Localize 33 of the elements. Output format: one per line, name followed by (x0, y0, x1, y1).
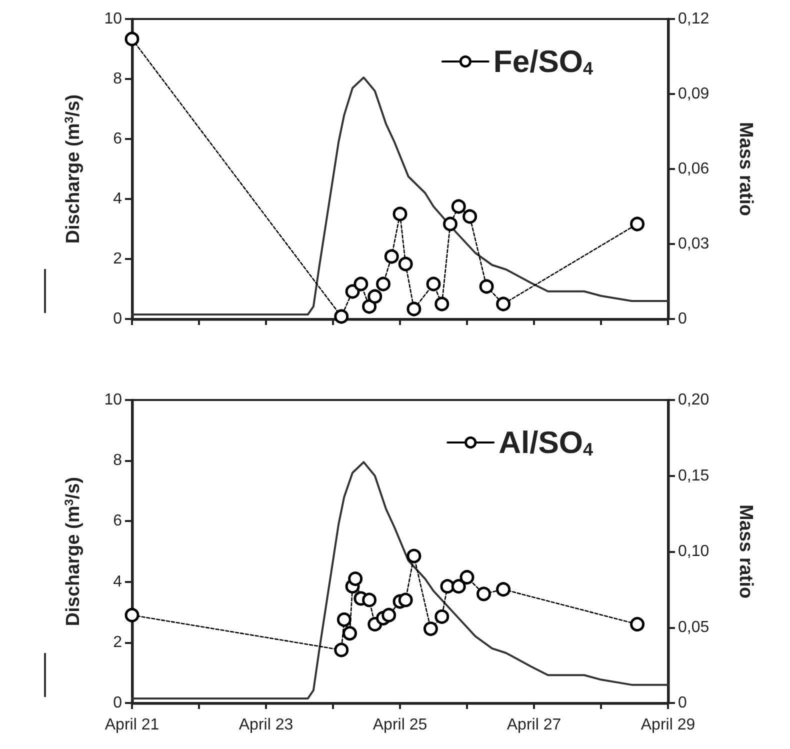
y2-tick-label: 0,05 (678, 618, 710, 636)
y-axis-title: Discharge (m3/s) (62, 94, 84, 244)
y2-tick-label: 0 (678, 310, 687, 328)
y-tick-label: 6 (113, 130, 122, 148)
y2-tick-label: 0,09 (678, 86, 710, 102)
y-tick-label: 8 (113, 452, 122, 470)
y2-tick-label: 0,15 (678, 467, 710, 484)
legend-label: Al/SO4 (498, 425, 594, 460)
y-tick-label: 4 (113, 190, 122, 208)
x-tick-label: April 27 (506, 716, 562, 734)
y2-tick-label: 0,10 (678, 543, 710, 560)
y-tick-label: 10 (104, 392, 122, 408)
x-tick-label: April 21 (104, 716, 160, 734)
x-tick-label: April 29 (640, 716, 696, 734)
y-tick-label: 0 (113, 694, 122, 712)
y2-tick-label: 0,06 (678, 160, 710, 178)
legend-label: Fe/SO4 (493, 44, 594, 79)
x-tick-label: April 25 (372, 716, 428, 734)
y-tick-label: 6 (113, 512, 122, 530)
y-tick-label: 2 (113, 250, 122, 268)
y2-tick-label: 0,20 (678, 392, 710, 408)
y2-axis-title: Mass ratio (735, 122, 756, 216)
x-tick-label: April 23 (238, 716, 294, 734)
y2-tick-label: 0,12 (678, 10, 710, 28)
y-tick-label: 0 (113, 310, 122, 328)
y-tick-label: 8 (113, 70, 122, 88)
y-axis-title: Discharge (m3/s) (62, 476, 84, 626)
y2-axis-title: Mass ratio (735, 504, 756, 598)
y-tick-label: 2 (113, 634, 122, 651)
y-tick-label: 10 (104, 10, 122, 28)
y-tick-label: 4 (113, 573, 122, 590)
y2-tick-label: 0,03 (678, 236, 710, 252)
y2-tick-label: 0 (678, 694, 687, 712)
